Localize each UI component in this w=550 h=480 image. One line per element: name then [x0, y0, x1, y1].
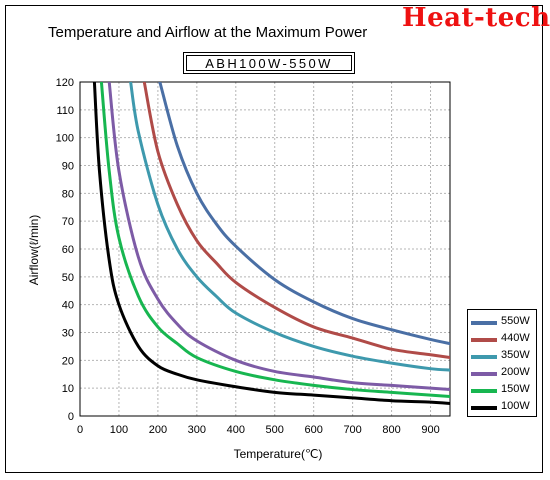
- x-axis-label: Temperature(℃): [234, 447, 323, 461]
- tick-labels: 0 100 200 300 400 500 600 700 800 900 0 10 20 30 40 50 6…: [56, 77, 440, 436]
- grid-lines: [80, 81, 450, 416]
- y-tick-label: 40: [62, 300, 74, 312]
- x-tick-label: 800: [382, 424, 400, 436]
- legend-label: 100W: [501, 400, 530, 412]
- legend-label: 350W: [501, 349, 530, 361]
- y-tick-label: 0: [68, 411, 74, 423]
- legend-item-550w: 550W: [471, 314, 537, 330]
- x-tick-label: 700: [343, 424, 361, 436]
- legend-swatch: [471, 406, 497, 410]
- legend-label: 440W: [501, 332, 530, 344]
- x-tick-label: 0: [77, 424, 83, 436]
- legend-label: 150W: [501, 383, 530, 395]
- legend-item-150w: 150W: [471, 382, 537, 398]
- y-tick-label: 120: [56, 77, 74, 89]
- series-lines: [92, 82, 450, 405]
- series-line-440w: [142, 82, 450, 360]
- chart-title: Temperature and Airflow at the Maximum P…: [48, 24, 368, 41]
- y-tick-label: 10: [62, 383, 74, 395]
- legend-swatch: [471, 372, 497, 376]
- y-tick-label: 70: [62, 216, 74, 228]
- y-tick-label: 50: [62, 272, 74, 284]
- model-label: ABH100W-550W: [186, 55, 352, 71]
- x-tick-label: 500: [266, 424, 284, 436]
- legend-item-350w: 350W: [471, 348, 537, 364]
- x-tick-label: 900: [421, 424, 439, 436]
- legend-swatch: [471, 321, 497, 325]
- x-tick-label: 300: [188, 424, 206, 436]
- legend-item-100w: 100W: [471, 399, 537, 415]
- x-tick-label: 100: [110, 424, 128, 436]
- y-tick-label: 30: [62, 328, 74, 340]
- y-tick-label: 20: [62, 355, 74, 367]
- series-line-200w: [107, 82, 450, 392]
- chart-legend: 550W 440W 350W 200W 150W 100W: [467, 309, 537, 417]
- y-tick-label: 110: [56, 105, 74, 117]
- x-tick-label: 200: [149, 424, 167, 436]
- legend-label: 550W: [501, 315, 530, 327]
- legend-swatch: [471, 355, 497, 359]
- legend-swatch: [471, 338, 497, 342]
- legend-label: 200W: [501, 366, 530, 378]
- x-tick-label: 600: [305, 424, 323, 436]
- y-axis-label: Airflow(ℓ/min): [27, 215, 41, 286]
- y-tick-label: 60: [62, 244, 74, 256]
- series-line-350w: [129, 82, 450, 372]
- series-line-150w: [99, 82, 450, 399]
- legend-item-200w: 200W: [471, 365, 537, 381]
- y-tick-label: 80: [62, 188, 74, 200]
- y-tick-label: 90: [62, 161, 74, 173]
- legend-item-440w: 440W: [471, 331, 537, 347]
- series-line-550w: [158, 82, 450, 346]
- y-tick-label: 100: [56, 133, 74, 145]
- legend-swatch: [471, 389, 497, 393]
- model-label-box: ABH100W-550W: [183, 52, 355, 74]
- x-tick-label: 400: [227, 424, 245, 436]
- axes: [79, 81, 451, 417]
- series-line-100w: [92, 82, 450, 405]
- plot-border: [79, 81, 451, 417]
- brand-logo: Heat-tech: [402, 3, 550, 33]
